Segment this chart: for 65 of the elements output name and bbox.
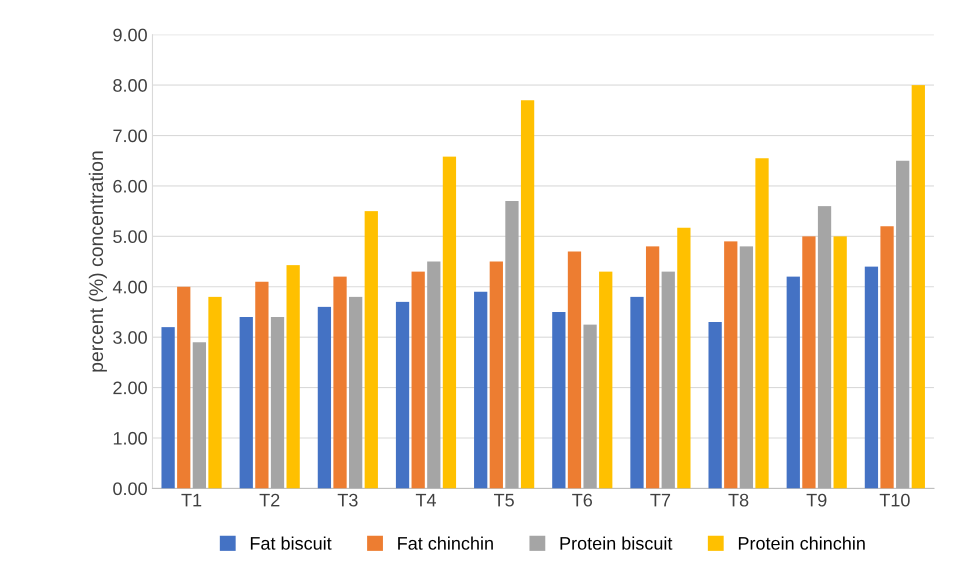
bar bbox=[583, 324, 597, 488]
bar bbox=[662, 272, 675, 488]
y-axis-title: percent (%) concentration bbox=[88, 151, 107, 372]
bar bbox=[599, 272, 612, 488]
bar bbox=[677, 228, 691, 488]
y-tick-label: 2.00 bbox=[113, 382, 147, 394]
x-tick-label: T5 bbox=[494, 494, 514, 507]
x-tick-label: T1 bbox=[181, 494, 202, 506]
bar bbox=[177, 286, 190, 488]
bar bbox=[396, 302, 410, 488]
y-tick-label: 6.00 bbox=[113, 180, 147, 193]
bar bbox=[755, 158, 769, 488]
bar bbox=[896, 160, 910, 488]
x-tick-label: T8 bbox=[728, 494, 748, 507]
bar bbox=[161, 327, 175, 488]
y-tick-label: 1.00 bbox=[114, 432, 147, 445]
x-tick-label: T6 bbox=[572, 494, 592, 507]
bar bbox=[520, 100, 534, 488]
bar bbox=[505, 201, 519, 488]
legend-label: Protein biscuit bbox=[560, 536, 672, 550]
x-tick-label: T2 bbox=[260, 494, 280, 506]
bar bbox=[552, 312, 566, 488]
y-tick-label: 5.00 bbox=[113, 230, 147, 244]
legend-label: Protein chinchin bbox=[738, 536, 865, 550]
y-tick-label: 8.00 bbox=[113, 79, 147, 92]
x-tick-label: T7 bbox=[650, 494, 670, 506]
bar bbox=[442, 156, 456, 488]
y-tick-label: 0.00 bbox=[113, 482, 147, 496]
y-tick-label: 9.00 bbox=[113, 28, 147, 42]
bar bbox=[568, 251, 582, 488]
y-tick-label: 4.00 bbox=[112, 280, 147, 294]
bar bbox=[364, 211, 378, 488]
bar bbox=[208, 296, 222, 488]
bar bbox=[818, 206, 832, 488]
bar bbox=[880, 226, 894, 488]
bar bbox=[255, 282, 269, 488]
bar bbox=[270, 317, 284, 488]
bar bbox=[427, 262, 440, 488]
bar bbox=[192, 342, 206, 488]
bar bbox=[318, 306, 332, 488]
bar bbox=[708, 322, 722, 488]
bar bbox=[786, 276, 800, 488]
x-tick-label: T9 bbox=[806, 494, 826, 507]
x-tick-label: T4 bbox=[416, 494, 436, 506]
bar bbox=[802, 236, 816, 488]
legend-label: Fat chinchin bbox=[398, 536, 493, 550]
bar bbox=[286, 265, 300, 488]
x-tick-label: T10 bbox=[880, 494, 910, 507]
bar bbox=[474, 292, 488, 488]
bar bbox=[630, 296, 644, 488]
bar bbox=[240, 317, 253, 488]
bar bbox=[740, 246, 754, 488]
legend-label: Fat biscuit bbox=[250, 536, 332, 550]
bar bbox=[349, 296, 362, 488]
bar bbox=[724, 241, 738, 488]
y-tick-label: 7.00 bbox=[113, 129, 147, 142]
bar bbox=[834, 236, 847, 488]
bar bbox=[646, 246, 660, 488]
bar bbox=[912, 85, 925, 488]
bar bbox=[333, 276, 347, 488]
bar bbox=[490, 262, 503, 488]
bar bbox=[412, 272, 425, 488]
y-tick-label: 3.00 bbox=[113, 331, 147, 344]
bar bbox=[864, 266, 878, 488]
x-tick-label: T3 bbox=[338, 494, 358, 507]
